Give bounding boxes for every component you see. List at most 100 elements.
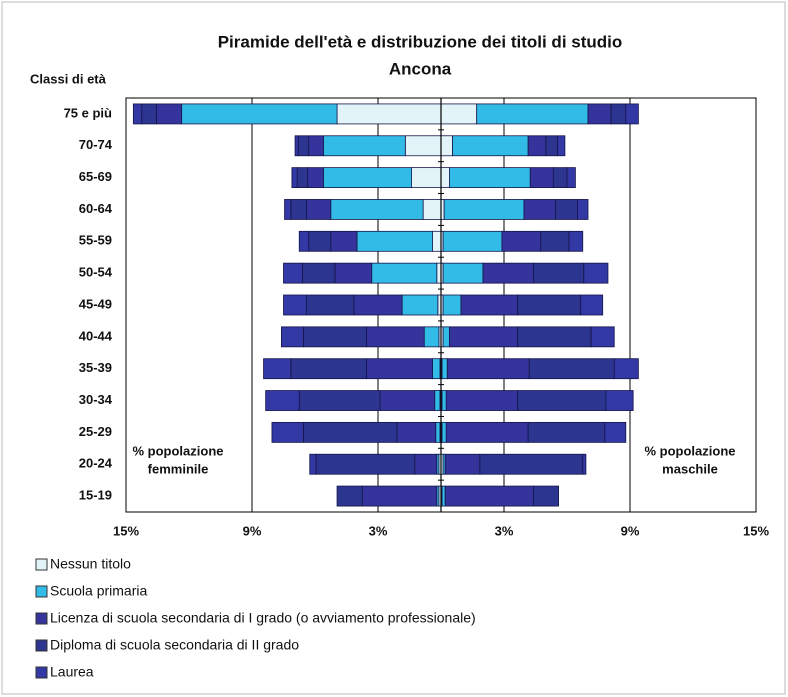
bar-female bbox=[290, 358, 367, 380]
y-tick-label: 70-74 bbox=[79, 137, 113, 152]
bar-female bbox=[336, 485, 363, 507]
x-tick-label: 15% bbox=[113, 523, 139, 538]
legend-swatch bbox=[35, 639, 48, 652]
chart-subtitle: Ancona bbox=[389, 59, 452, 78]
bar-male bbox=[442, 230, 503, 252]
bar-female bbox=[366, 358, 434, 380]
bar-male bbox=[613, 358, 639, 380]
bar-female bbox=[434, 390, 441, 411]
y-tick-label: 65-69 bbox=[79, 169, 112, 184]
bar-male bbox=[528, 358, 615, 380]
bar-male bbox=[523, 199, 556, 220]
bar-male bbox=[527, 135, 547, 157]
bar-female bbox=[379, 390, 436, 411]
bar-female bbox=[283, 294, 308, 316]
bar-female bbox=[356, 230, 433, 252]
bar-male bbox=[583, 262, 609, 284]
legend-swatch bbox=[35, 666, 48, 679]
bar-male bbox=[582, 453, 587, 475]
bar-female bbox=[307, 167, 324, 189]
bar-female bbox=[284, 199, 292, 220]
bar-male bbox=[540, 230, 570, 252]
bar-female bbox=[330, 199, 424, 220]
bar-male bbox=[441, 358, 448, 380]
bar-female bbox=[290, 199, 308, 220]
bar-male bbox=[517, 326, 592, 348]
bar-male bbox=[557, 135, 566, 157]
bar-male bbox=[442, 294, 462, 316]
legend-label: Nessun titolo bbox=[50, 556, 131, 572]
bar-female bbox=[432, 358, 441, 380]
bar-male bbox=[529, 167, 554, 189]
y-tick-label: 75 e più bbox=[64, 105, 112, 120]
y-tick-label: 25-29 bbox=[79, 424, 112, 439]
legend-label: Licenza di scuola secondaria di I grado … bbox=[50, 610, 476, 626]
bar-male bbox=[533, 485, 560, 507]
bar-female bbox=[396, 421, 437, 443]
bar-female bbox=[265, 390, 300, 411]
bar-male bbox=[446, 358, 530, 380]
bar-female bbox=[141, 103, 157, 125]
bar-female bbox=[315, 453, 416, 475]
bar-female bbox=[291, 167, 298, 189]
y-axis-label: Classi di età bbox=[30, 71, 107, 86]
y-tick-label: 30-34 bbox=[79, 392, 113, 407]
bar-female bbox=[303, 326, 367, 348]
x-tick-label: 9% bbox=[243, 523, 262, 538]
x-tick-label: 3% bbox=[495, 523, 514, 538]
bar-female bbox=[308, 230, 332, 252]
legend-swatch bbox=[35, 558, 48, 571]
bar-female bbox=[301, 262, 336, 284]
bar-male bbox=[444, 453, 481, 475]
y-tick-label: 40-44 bbox=[79, 328, 113, 343]
bar-male bbox=[441, 421, 447, 443]
bar-female bbox=[306, 199, 332, 220]
bar-male bbox=[587, 103, 612, 125]
bar-female bbox=[283, 262, 303, 284]
bar-male bbox=[443, 199, 525, 220]
bar-male bbox=[545, 135, 558, 157]
bar-male bbox=[590, 326, 615, 348]
bar-male bbox=[444, 485, 534, 507]
bar-female bbox=[308, 135, 324, 157]
y-tick-label: 60-64 bbox=[79, 201, 113, 216]
bar-female bbox=[436, 262, 442, 284]
y-tick-label: 55-59 bbox=[79, 233, 112, 248]
bar-female bbox=[371, 262, 438, 284]
bar-female bbox=[330, 230, 358, 252]
bar-male bbox=[445, 421, 529, 443]
bar-female bbox=[432, 230, 442, 252]
bar-male bbox=[476, 103, 589, 125]
bar-female bbox=[298, 230, 310, 252]
bar-female bbox=[298, 390, 381, 411]
bar-male bbox=[577, 199, 589, 220]
bar-male bbox=[517, 294, 582, 316]
legend-label: Diploma di scuola secondaria di II grado bbox=[50, 637, 299, 653]
y-tick-label: 45-49 bbox=[79, 296, 112, 311]
bar-female bbox=[366, 326, 425, 348]
bar-male bbox=[442, 326, 450, 348]
chart-title: Piramide dell'età e distribuzione dei ti… bbox=[218, 32, 623, 51]
legend-swatch bbox=[35, 585, 48, 598]
bar-male bbox=[460, 294, 519, 316]
bar-female bbox=[296, 167, 309, 189]
bar-male bbox=[568, 230, 584, 252]
bar-female bbox=[422, 199, 442, 220]
annotation: femminile bbox=[148, 461, 209, 476]
bar-female bbox=[322, 135, 406, 157]
bar-female bbox=[414, 453, 438, 475]
bar-male bbox=[605, 390, 634, 411]
x-tick-label: 15% bbox=[743, 523, 769, 538]
bar-female bbox=[306, 294, 355, 316]
bar-male bbox=[527, 421, 606, 443]
bar-female bbox=[404, 135, 442, 157]
bar-female bbox=[423, 326, 440, 348]
bar-male bbox=[482, 262, 534, 284]
legend-label: Laurea bbox=[50, 664, 94, 680]
bar-female bbox=[294, 135, 299, 157]
bar-female bbox=[271, 421, 304, 443]
y-tick-label: 50-54 bbox=[79, 265, 113, 280]
bar-female bbox=[280, 326, 304, 348]
annotation: maschile bbox=[662, 461, 718, 476]
